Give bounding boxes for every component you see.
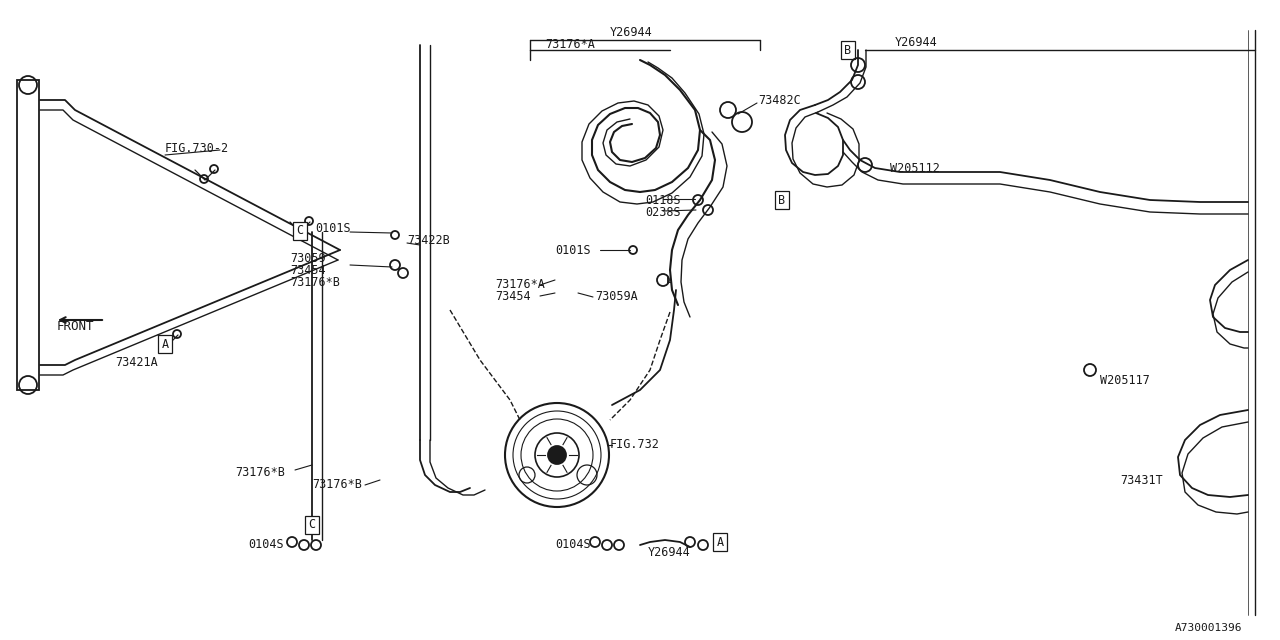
Text: 73421A: 73421A xyxy=(115,355,157,369)
Text: Y26944: Y26944 xyxy=(895,36,938,49)
Text: 73431T: 73431T xyxy=(1120,474,1162,486)
Text: 73482C: 73482C xyxy=(758,93,801,106)
Text: 73422B: 73422B xyxy=(407,234,449,246)
Text: 73176*B: 73176*B xyxy=(236,465,285,479)
Text: 0104S: 0104S xyxy=(248,538,284,552)
Text: 73454: 73454 xyxy=(495,291,531,303)
Text: A: A xyxy=(717,536,723,548)
Text: Y26944: Y26944 xyxy=(648,547,691,559)
Text: FIG.732: FIG.732 xyxy=(611,438,660,451)
Text: FRONT: FRONT xyxy=(58,321,95,333)
Text: 0101S: 0101S xyxy=(315,221,351,234)
Text: 73176*A: 73176*A xyxy=(545,38,595,51)
Text: W205117: W205117 xyxy=(1100,374,1149,387)
Bar xyxy=(17,80,38,390)
Text: 73059A: 73059A xyxy=(595,291,637,303)
Text: 73176*A: 73176*A xyxy=(495,278,545,291)
Text: L: L xyxy=(666,275,672,285)
Text: 73176*B: 73176*B xyxy=(291,275,340,289)
Text: 0101S: 0101S xyxy=(556,243,590,257)
Text: Y26944: Y26944 xyxy=(611,26,653,40)
Circle shape xyxy=(548,446,566,464)
Text: C: C xyxy=(297,225,303,237)
Text: A730001396: A730001396 xyxy=(1175,623,1243,633)
Text: FIG.730-2: FIG.730-2 xyxy=(165,141,229,154)
Text: B: B xyxy=(845,44,851,56)
Text: W205112: W205112 xyxy=(890,161,940,175)
Text: B: B xyxy=(778,193,786,207)
Text: 73454: 73454 xyxy=(291,264,325,276)
Text: 73176*B: 73176*B xyxy=(312,479,362,492)
Text: 0238S: 0238S xyxy=(645,205,681,218)
Text: 73059: 73059 xyxy=(291,252,325,264)
Text: 0118S: 0118S xyxy=(645,193,681,207)
Text: C: C xyxy=(308,518,316,531)
Text: A: A xyxy=(161,337,169,351)
Text: 0104S: 0104S xyxy=(556,538,590,552)
